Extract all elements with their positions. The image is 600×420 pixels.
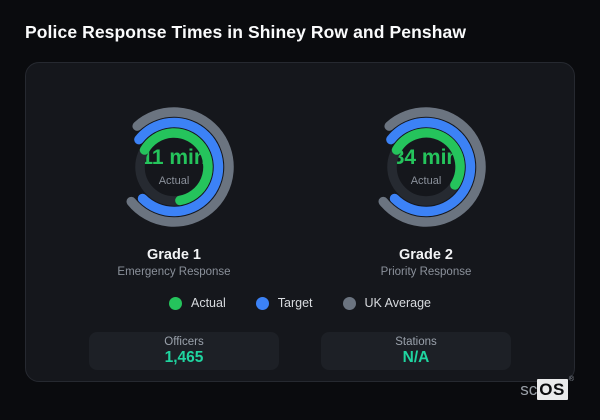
actual-value-grade-1: 11 min	[141, 146, 207, 170]
grade-1-title: Grade 1	[147, 247, 201, 263]
grade-2-title: Grade 2	[399, 247, 453, 263]
gauge-grade-2: 34 min Actual Grade 2 Priority Response	[300, 99, 552, 278]
legend-label-actual: Actual	[191, 296, 226, 310]
stat-officers-value: 1,465	[164, 349, 204, 367]
actual-caption-grade-2: Actual	[410, 174, 442, 187]
actual-legend-dot-icon	[169, 296, 182, 310]
gauge-grade-1: 11 min Actual Grade 1 Emergency Response	[48, 99, 300, 278]
legend: Actual Target UK Average	[169, 296, 431, 310]
stat-stations: Stations N/A	[321, 332, 511, 370]
stat-stations-value: N/A	[402, 349, 430, 367]
page-title: Police Response Times in Shiney Row and …	[25, 22, 467, 42]
stats-row: Officers 1,465 Stations N/A	[89, 332, 511, 370]
gauge-center-grade-1: 11 min Actual	[106, 99, 242, 235]
gauge-rings-grade-2: 34 min Actual	[358, 99, 494, 235]
actual-value-grade-2: 34 min	[392, 146, 460, 170]
uk-average-legend-dot-icon	[342, 296, 356, 310]
gauge-center-grade-2: 34 min Actual	[358, 99, 494, 235]
gauges-row: 11 min Actual Grade 1 Emergency Response…	[26, 99, 574, 278]
target-legend-dot-icon	[255, 296, 269, 310]
stat-officers: Officers 1,465	[89, 332, 279, 370]
scos-logo-prefix: sc	[520, 380, 538, 399]
stat-stations-label: Stations	[395, 335, 437, 348]
actual-caption-grade-1: Actual	[158, 174, 190, 187]
scos-logo: sc OS ®	[520, 376, 574, 400]
gauge-rings-grade-1: 11 min Actual	[106, 99, 242, 235]
grade-2-subtitle: Priority Response	[380, 266, 472, 278]
response-times-card: 11 min Actual Grade 1 Emergency Response…	[25, 62, 575, 382]
legend-label-uk-average: UK Average	[364, 296, 431, 310]
legend-item-target: Target	[255, 296, 313, 310]
legend-item-actual: Actual	[169, 296, 226, 310]
grade-1-subtitle: Emergency Response	[117, 266, 231, 278]
stat-officers-label: Officers	[164, 335, 204, 348]
legend-item-uk-average: UK Average	[342, 296, 431, 310]
registered-trademark-icon: ®	[568, 376, 574, 383]
scos-logo-box: OS	[537, 379, 568, 400]
legend-label-target: Target	[277, 296, 313, 310]
